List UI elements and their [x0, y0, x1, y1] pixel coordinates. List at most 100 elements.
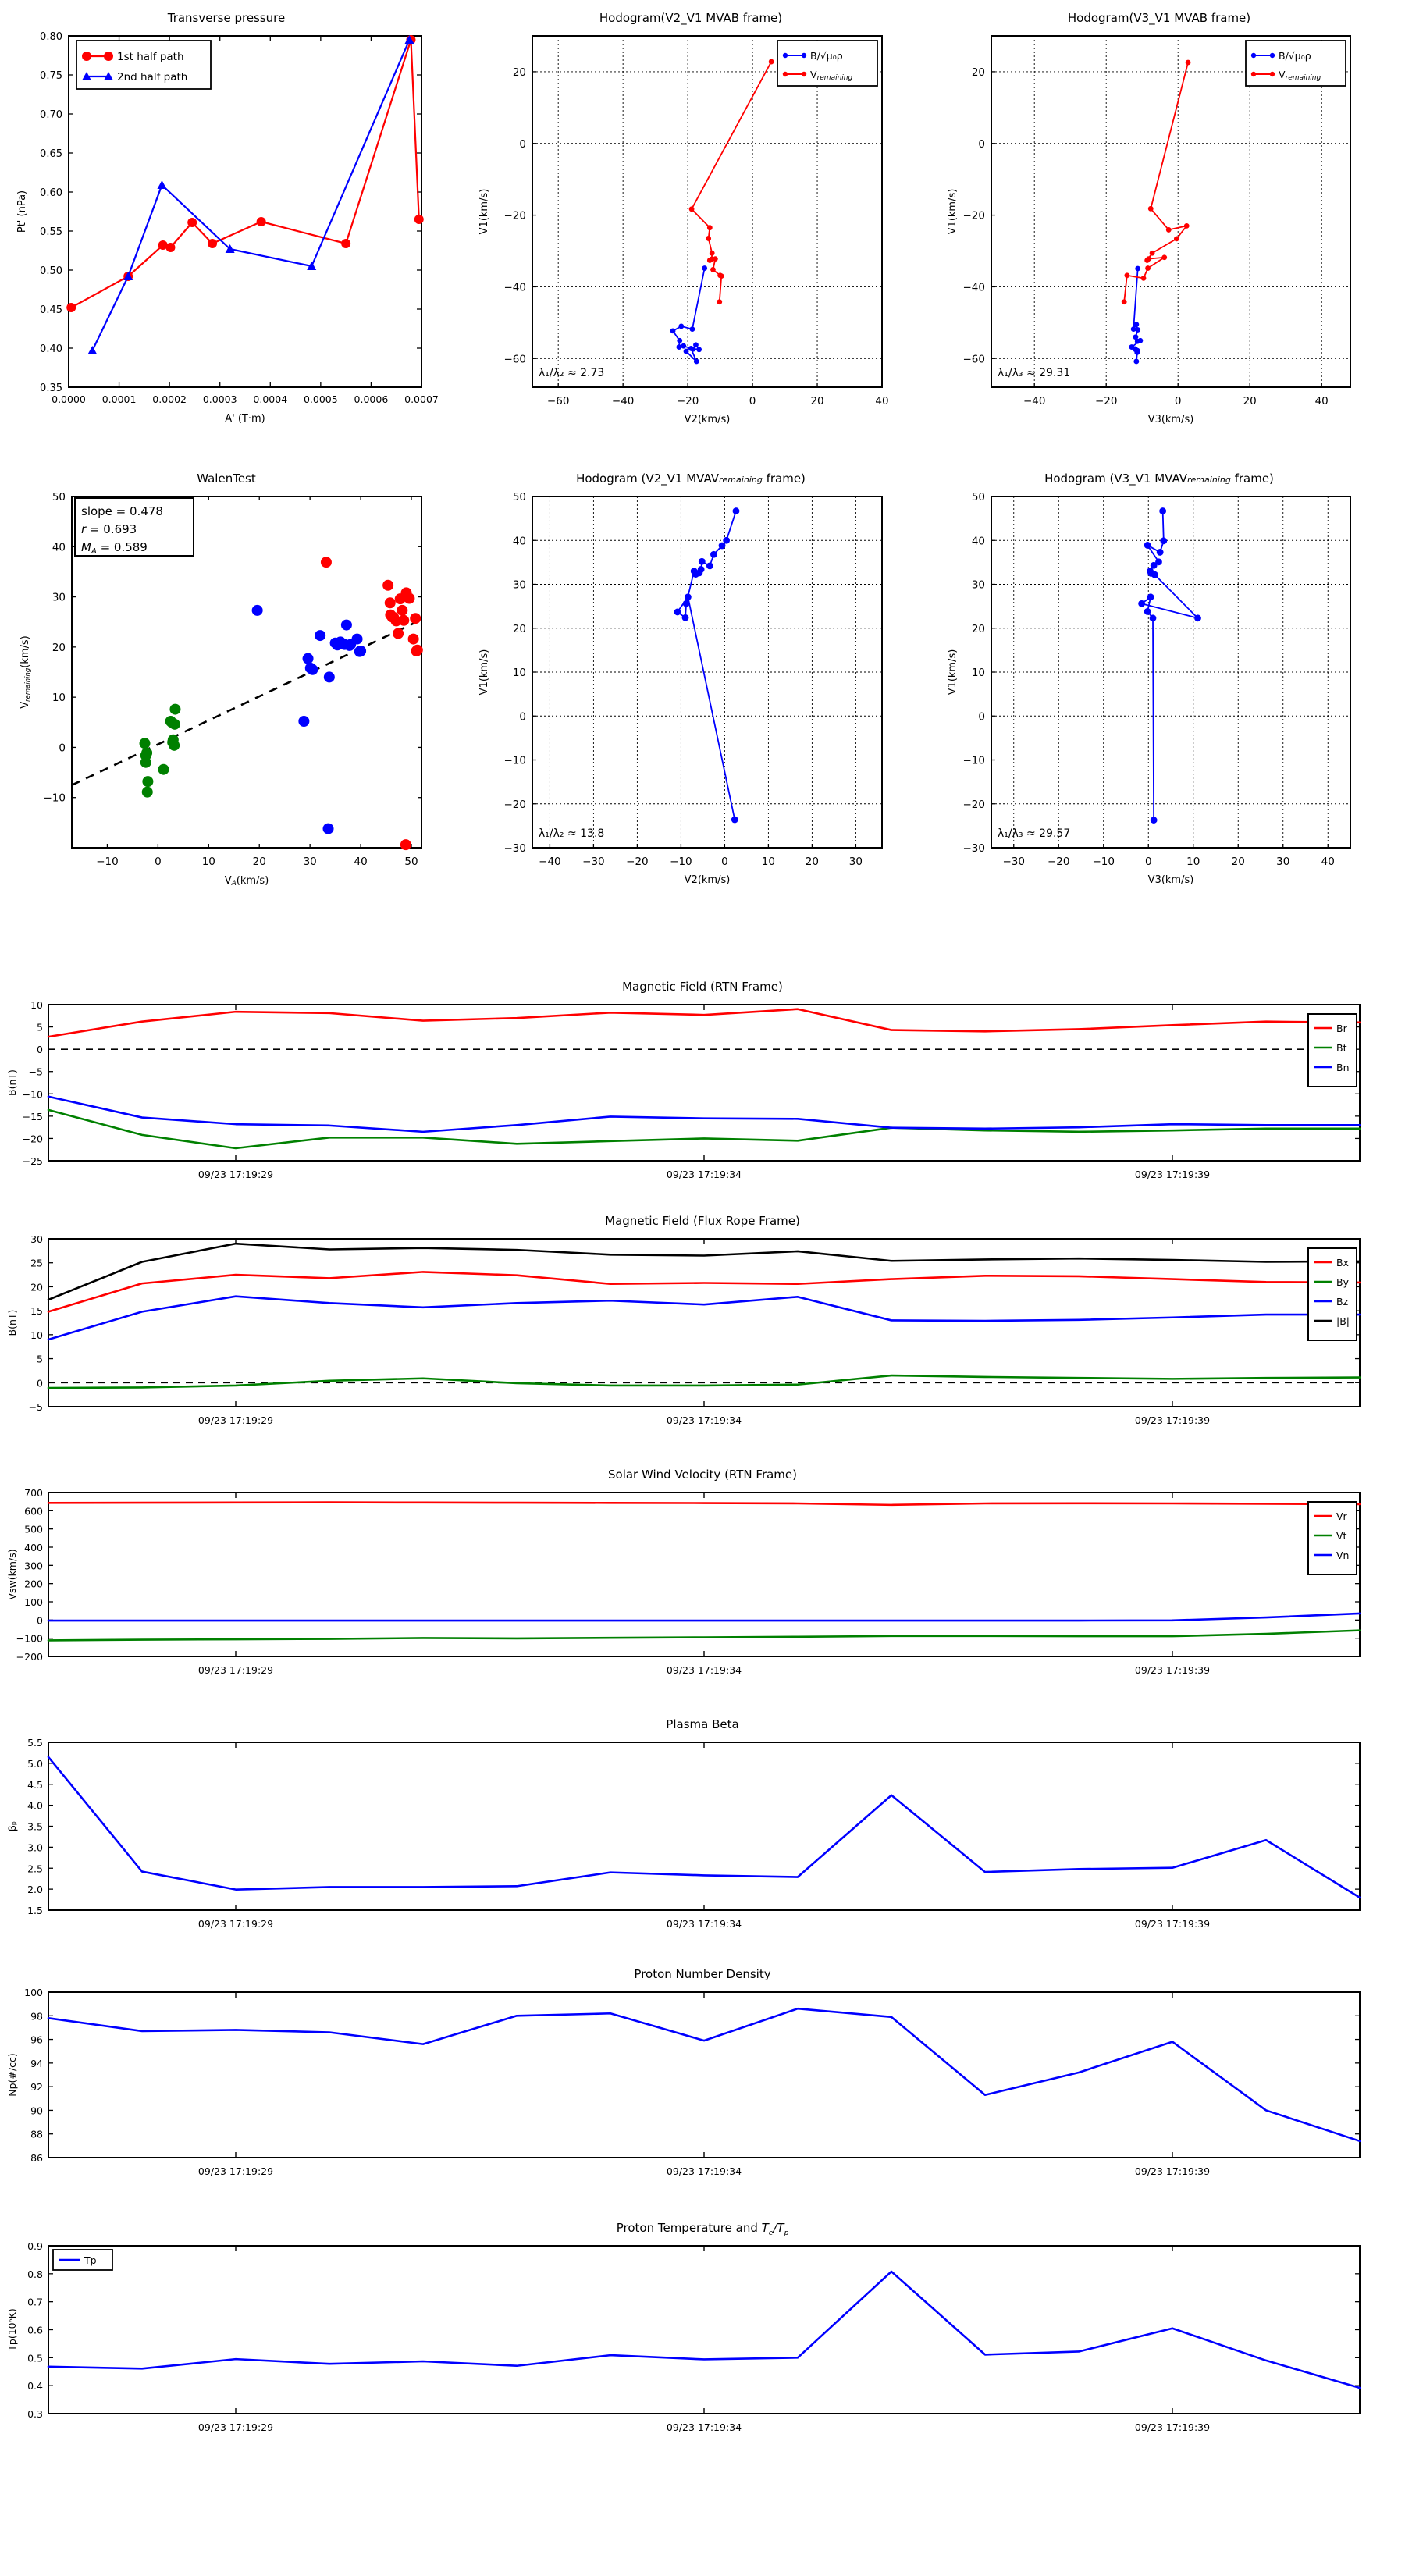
scatter-point	[351, 633, 363, 645]
data-marker	[1149, 614, 1157, 622]
data-marker	[1159, 507, 1167, 514]
legend-label: 1st half path	[117, 51, 184, 63]
panel-magnetic-field-flux-rope: Magnetic Field (Flux Rope Frame) −5 0 5 10 1…	[0, 1214, 1405, 1468]
series-line	[677, 510, 737, 820]
x-tick-label: 20	[806, 856, 819, 868]
legend-label: Bt	[1336, 1042, 1347, 1054]
legend-marker	[104, 72, 113, 80]
data-marker	[1133, 358, 1140, 365]
y-tick-label: 10	[513, 667, 526, 679]
x-tick-label: 09/23 17:19:34	[667, 1664, 742, 1676]
x-tick-label: 20	[1243, 395, 1257, 407]
y-tick-label: 20	[972, 66, 985, 79]
legend-box	[1245, 40, 1346, 87]
y-tick-label: 90	[30, 2105, 43, 2116]
x-tick-label: 09/23 17:19:29	[198, 2421, 273, 2433]
scatter-point	[251, 604, 263, 616]
title-text: Proton Temperature and	[616, 2221, 762, 2235]
data-marker	[731, 816, 738, 824]
data-marker	[1150, 561, 1158, 569]
y-tick-label: −20	[504, 210, 527, 222]
data-marker	[1124, 272, 1130, 279]
data-marker	[1183, 222, 1190, 229]
y-tick-label: 700	[24, 1487, 43, 1499]
y-tick-label: 0	[37, 1614, 43, 1626]
data-marker	[404, 35, 414, 44]
y-tick-label: −40	[504, 281, 527, 294]
data-marker	[681, 343, 687, 349]
y-tick-label: 88	[30, 2129, 43, 2140]
x-tick-label: 0.0002	[152, 393, 187, 405]
title-text: Hodogram (V2_V1 MVAV	[576, 471, 720, 486]
scatter-point	[400, 839, 411, 851]
x-tick-label: −20	[1095, 395, 1118, 407]
x-axis-label: V3(km/s)	[1148, 874, 1194, 886]
panel-magnetic-field-rtn: Magnetic Field (RTN Frame) −25 −20 −15 −10−…	[0, 980, 1405, 1214]
title-tail: frame)	[1230, 471, 1274, 486]
axes-frame	[48, 1004, 1361, 1162]
x-tick-label: −40	[539, 856, 561, 868]
data-marker	[1121, 299, 1127, 305]
data-marker	[1173, 236, 1179, 242]
y-tick-label: 0.5	[27, 2352, 43, 2364]
axes-frame	[48, 1238, 1361, 1407]
panel-title: Hodogram (V2_V1 MVAVremaining frame)	[468, 471, 913, 486]
y-tick-label: 4.5	[27, 1779, 43, 1791]
panel-transverse-pressure: Transverse pressure 0.35 0.40 0.45 0.50 0.55…	[8, 8, 445, 445]
legend-label: Tp	[84, 2254, 97, 2266]
y-tick-label: 30	[52, 592, 66, 604]
data-marker	[1134, 347, 1140, 354]
x-tick-label: 0.0005	[304, 393, 338, 405]
y-tick-label: 30	[972, 579, 985, 592]
y-tick-label: −40	[963, 281, 986, 294]
x-tick-label: 10	[762, 856, 775, 868]
y-tick-label: 300	[24, 1560, 43, 1571]
x-tick-label: 09/23 17:19:29	[198, 1664, 273, 1676]
y-axis-label: V1(km/s)	[947, 189, 959, 235]
data-marker	[670, 328, 676, 334]
legend-label: Br	[1336, 1023, 1348, 1034]
scatter-point	[141, 786, 153, 798]
y-tick-label: −60	[963, 353, 986, 365]
x-axis-label: V2(km/s)	[685, 874, 731, 886]
legend-box	[1307, 1501, 1357, 1575]
x-tick-label: 40	[354, 856, 367, 868]
scatter-point	[398, 614, 410, 626]
data-marker	[1151, 571, 1158, 578]
x-tick-label: 09/23 17:19:39	[1135, 2165, 1210, 2177]
x-tick-label: 30	[1276, 856, 1289, 868]
y-tick-label: −20	[963, 799, 986, 811]
y-tick-label: 92	[30, 2081, 43, 2093]
y-tick-label: 0	[978, 710, 985, 723]
y-tick-label: 0.9	[27, 2240, 43, 2252]
scatter-point	[407, 633, 419, 645]
x-tick-label: 20	[253, 856, 266, 868]
transverse-pressure-plot: 0.35 0.40 0.45 0.50 0.55 0.60 0.65 0.70 0.75 0.80…	[16, 31, 439, 425]
y-tick-label: 15	[30, 1305, 43, 1317]
y-tick-label: 20	[30, 1281, 43, 1293]
legend-label: Bz	[1336, 1296, 1349, 1308]
data-marker	[1140, 276, 1147, 281]
x-tick-label: 0	[1175, 395, 1182, 407]
y-tick-label: −30	[963, 842, 986, 855]
y-axis-label: V1(km/s)	[947, 649, 959, 696]
y-tick-label: 100	[24, 1596, 43, 1608]
scatter-point	[142, 776, 154, 788]
scatter-point	[393, 628, 404, 639]
y-tick-label: 20	[513, 623, 526, 635]
y-axis-label: V1(km/s)	[478, 649, 490, 696]
y-tick-label: −10	[23, 1088, 43, 1100]
y-tick-label: 4.0	[27, 1800, 43, 1812]
legend-marker	[1250, 52, 1257, 59]
scatter-point	[411, 644, 423, 656]
data-marker	[684, 593, 692, 601]
x-tick-label: 40	[875, 395, 888, 407]
data-marker	[710, 550, 717, 558]
x-tick-label: 0.0004	[253, 393, 287, 405]
x-tick-label: 09/23 17:19:29	[198, 1918, 273, 1930]
series-Vn	[47, 1612, 1361, 1622]
scatter-point	[158, 763, 169, 775]
data-marker	[706, 562, 713, 570]
data-marker	[1165, 227, 1172, 233]
